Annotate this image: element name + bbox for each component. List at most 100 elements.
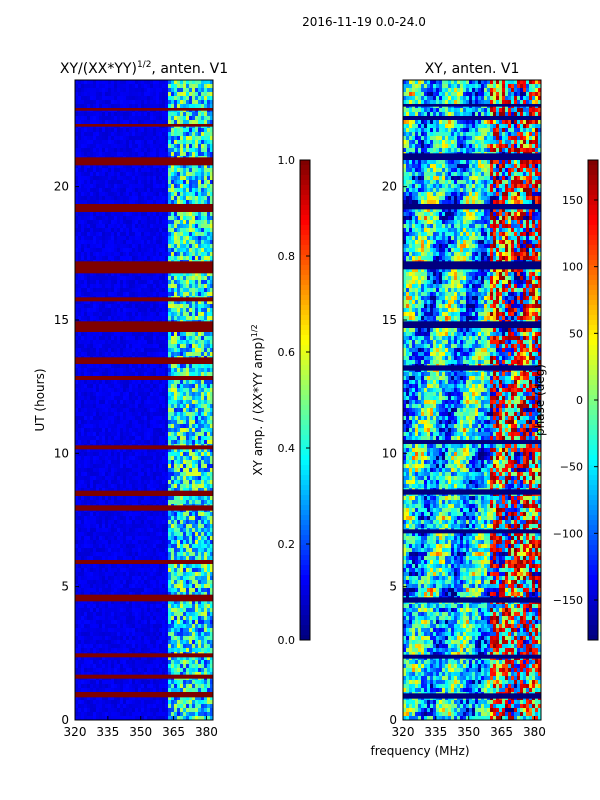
amp-cell — [81, 276, 85, 281]
amp-cell — [84, 148, 88, 153]
amp-cell — [78, 240, 82, 245]
amp-cell — [204, 256, 208, 261]
amp-cell — [201, 216, 205, 221]
amp-cell — [87, 476, 91, 481]
amp-cell — [147, 512, 151, 517]
amp-cell — [123, 480, 127, 485]
amp-cell — [204, 464, 208, 469]
amp-cell — [198, 276, 202, 281]
amp-cell — [201, 364, 205, 369]
amp-cell — [186, 312, 190, 317]
amp-cell — [162, 84, 166, 89]
amp-cell — [90, 120, 94, 125]
amp-cell — [123, 184, 127, 189]
amp-cell — [186, 480, 190, 485]
amp-cell — [93, 248, 97, 253]
amp-cell — [126, 452, 130, 457]
amp-cell — [162, 464, 166, 469]
amp-cell — [129, 176, 133, 181]
amp-cell — [108, 112, 112, 117]
amp-cell — [147, 168, 151, 173]
amp-cell — [150, 384, 154, 389]
amp-cell — [150, 440, 154, 445]
amp-cell — [120, 364, 124, 369]
amp-cell — [207, 380, 211, 385]
amp-cell — [75, 172, 79, 177]
amp-cell — [201, 84, 205, 89]
amp-cell — [141, 412, 145, 417]
amp-cell — [192, 172, 196, 177]
amp-cell — [75, 176, 79, 181]
amp-cell — [165, 256, 169, 261]
amp-cell — [186, 484, 190, 489]
amp-cell — [117, 436, 121, 441]
amp-cell — [150, 220, 154, 225]
amp-cell — [93, 152, 97, 157]
amp-cell — [201, 276, 205, 281]
amp-cell — [90, 496, 94, 501]
amp-cell — [102, 120, 106, 125]
amp-cell — [189, 188, 193, 193]
amp-cell — [141, 128, 145, 133]
amp-cell — [105, 148, 109, 153]
amp-cell — [171, 280, 175, 285]
amp-cell — [120, 96, 124, 101]
amp-cell — [204, 112, 208, 117]
amp-cell — [84, 372, 88, 377]
amp-cell — [192, 408, 196, 413]
amp-cell — [129, 388, 133, 393]
amp-cell — [177, 468, 181, 473]
amp-cell — [78, 112, 82, 117]
amp-cell — [120, 220, 124, 225]
amp-cell — [141, 372, 145, 377]
amp-cell — [108, 344, 112, 349]
amp-cell — [87, 216, 91, 221]
amp-cell — [84, 256, 88, 261]
amp-cell — [123, 404, 127, 409]
amp-cell — [183, 348, 187, 353]
amp-cell — [135, 424, 139, 429]
amp-cell — [174, 368, 178, 373]
amp-cell — [93, 440, 97, 445]
amp-cell — [138, 388, 142, 393]
amp-cell — [168, 300, 172, 305]
amp-cell — [135, 388, 139, 393]
amp-cell — [153, 472, 157, 477]
amp-cell — [171, 200, 175, 205]
amp-cell — [114, 292, 118, 297]
amp-cell — [201, 400, 205, 405]
amp-cell — [138, 140, 142, 145]
amp-cell — [102, 100, 106, 105]
amp-cell — [105, 212, 109, 217]
amp-cell — [195, 288, 199, 293]
amp-cell — [135, 92, 139, 97]
amp-cell — [108, 140, 112, 145]
amp-cell — [177, 248, 181, 253]
amp-cell — [177, 416, 181, 421]
amp-cell — [135, 336, 139, 341]
amp-cell — [210, 244, 214, 249]
amp-cell — [75, 104, 79, 109]
amp-cell — [174, 88, 178, 93]
amp-cell — [207, 216, 211, 221]
amp-cell — [93, 188, 97, 193]
amp-cell — [78, 176, 82, 181]
amp-cell — [144, 216, 148, 221]
amp-cell — [159, 252, 163, 257]
amp-cell — [93, 344, 97, 349]
amp-cell — [126, 224, 130, 229]
amp-cell — [186, 428, 190, 433]
amp-cell — [96, 448, 100, 453]
amp-cell — [192, 80, 196, 85]
amp-cell — [90, 252, 94, 257]
amp-cell — [126, 288, 130, 293]
amp-cell — [78, 316, 82, 321]
amp-cell — [192, 96, 196, 101]
amp-cell — [96, 512, 100, 517]
amp-cell — [168, 104, 172, 109]
amp-cell — [186, 132, 190, 137]
amp-cell — [153, 184, 157, 189]
amp-cell — [153, 92, 157, 97]
amp-cell — [96, 364, 100, 369]
amp-cell — [87, 460, 91, 465]
